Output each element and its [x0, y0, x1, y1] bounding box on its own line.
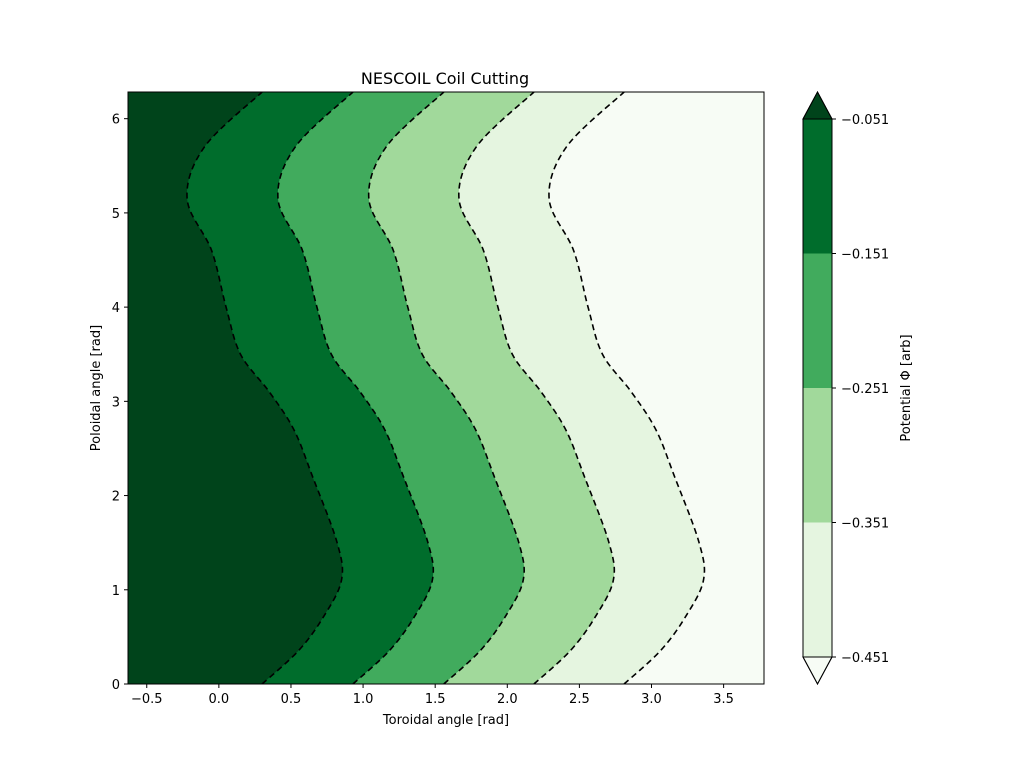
contour-line-5	[548, 92, 706, 684]
y-tick-label: 1	[112, 584, 120, 599]
x-tick-label: −0.5	[131, 692, 163, 707]
y-tick-label: 6	[112, 113, 120, 128]
y-axis-label: Poloidal angle [rad]	[89, 325, 104, 451]
x-tick-label: 0.5	[281, 692, 302, 707]
colorbar-band	[803, 388, 832, 523]
contour-line-4	[458, 92, 616, 684]
colorbar: −0.051 −0.151 −0.251 −0.351 −0.451 Potential…	[802, 90, 914, 686]
y-axis-ticks: 0 1 2 3 4 5 6	[112, 113, 128, 693]
y-tick-label: 0	[112, 678, 120, 693]
contour-regions	[128, 92, 764, 684]
contour-lines	[186, 92, 706, 684]
y-tick-label: 3	[112, 395, 120, 410]
y-tick-label: 5	[112, 207, 120, 222]
x-tick-label: 2.5	[569, 692, 590, 707]
contour-line-1	[186, 92, 344, 684]
chart-title: NESCOIL Coil Cutting	[361, 69, 529, 88]
plot-frame	[127, 91, 765, 685]
colorbar-band	[803, 119, 832, 254]
colorbar-tick-label: −0.151	[841, 248, 889, 263]
colorbar-tick-label: −0.351	[841, 517, 889, 532]
x-tick-label: 1.5	[425, 692, 446, 707]
y-tick-label: 4	[112, 301, 120, 316]
colorbar-tick-label: −0.451	[841, 651, 889, 666]
x-axis-ticks: −0.5 0.0 0.5 1.0 1.5 2.0 2.5 3.0 3.5	[131, 684, 734, 707]
x-tick-label: 3.5	[713, 692, 734, 707]
contour-line-3	[367, 92, 525, 684]
x-tick-label: 1.0	[353, 692, 374, 707]
x-tick-label: 3.0	[641, 692, 662, 707]
contour-line-2	[277, 92, 435, 684]
x-tick-label: 0.0	[209, 692, 230, 707]
x-tick-label: 2.0	[497, 692, 518, 707]
y-tick-label: 2	[112, 490, 120, 505]
colorbar-tick-label: −0.051	[841, 113, 889, 128]
colorbar-band	[803, 522, 832, 657]
colorbar-tick-label: −0.251	[841, 382, 889, 397]
x-axis-label: Toroidal angle [rad]	[382, 713, 509, 728]
colorbar-ticks: −0.051 −0.151 −0.251 −0.351 −0.451	[832, 113, 889, 666]
contour-region-1	[128, 92, 343, 684]
plot-area	[127, 91, 765, 685]
colorbar-bands	[802, 90, 833, 686]
colorbar-band	[803, 253, 832, 388]
colorbar-label: Potential Φ [arb]	[899, 334, 914, 441]
